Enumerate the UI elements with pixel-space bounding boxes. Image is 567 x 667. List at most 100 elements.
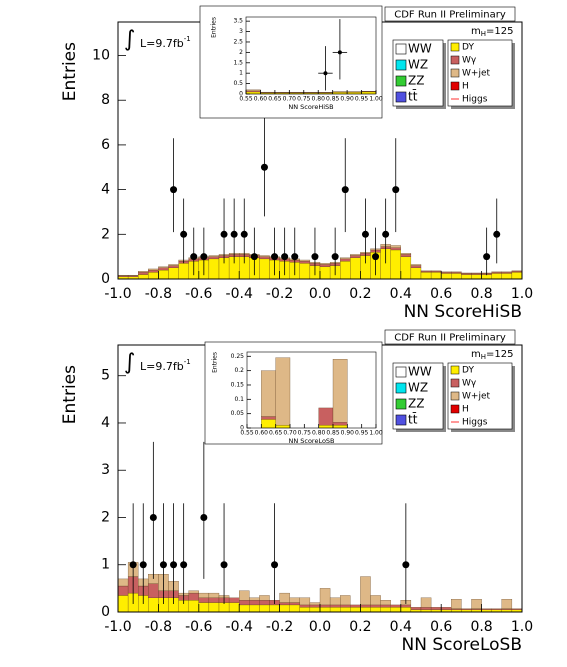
x-tick-label: -0.2 [266, 619, 293, 635]
y-tick-label: 1 [239, 70, 243, 77]
histogram-segment [309, 607, 321, 613]
histogram-segment [420, 597, 432, 608]
histogram-segment [471, 273, 482, 275]
histogram-segment [400, 254, 412, 257]
histogram-segment [261, 419, 276, 429]
histogram-segment [239, 590, 250, 601]
x-tick-label: -0.4 [226, 286, 253, 302]
data-point [220, 561, 228, 569]
x-tick-label: 0.65 [269, 430, 283, 437]
y-tick-label: 0 [101, 271, 110, 287]
x-axis-title: NN ScoreLoSB [288, 437, 334, 445]
histogram-segment [228, 597, 240, 603]
legend-label: WZ [408, 58, 428, 72]
x-tick-label: 1.0 [511, 619, 533, 635]
x-tick-label: 0.60 [254, 96, 268, 103]
y-tick-label: 3.5 [233, 18, 243, 25]
histogram-segment [168, 264, 179, 266]
x-tick-label: 0.55 [239, 96, 253, 103]
x-tick-label: 0.55 [240, 430, 254, 437]
histogram-segment [511, 271, 523, 273]
histogram-segment [420, 272, 432, 280]
data-point [271, 561, 279, 569]
data-point [323, 71, 328, 76]
x-tick-label: 0.60 [255, 430, 269, 437]
histogram-segment [198, 602, 210, 613]
histogram-segment [461, 274, 472, 280]
histogram-segment [340, 258, 351, 262]
x-tick-label: -0.8 [145, 286, 172, 302]
x-tick-label: 1.00 [369, 96, 383, 103]
histogram-segment [208, 592, 220, 598]
histogram-segment [289, 597, 300, 603]
histogram-segment [259, 256, 270, 260]
legend-label: H [462, 405, 469, 415]
inset-background [204, 341, 383, 445]
legend-label: Higgs [462, 418, 488, 428]
x-tick-label: 0.6 [430, 286, 452, 302]
legend-swatch [450, 68, 460, 78]
title: CDF Run II Preliminary [394, 10, 506, 21]
histogram-segment [188, 592, 199, 601]
histogram-segment [370, 595, 381, 606]
histogram-segment [441, 272, 452, 274]
data-point [311, 253, 319, 261]
legend-swatch [450, 378, 460, 388]
histogram-segment [471, 274, 482, 280]
histogram-segment [158, 267, 169, 271]
histogram-segment [491, 608, 502, 610]
histogram-segment [188, 590, 199, 594]
x-tick-label: 0.65 [268, 96, 282, 103]
histogram-segment [340, 257, 351, 260]
histogram-segment [441, 607, 452, 610]
data-point [220, 230, 228, 238]
y-tick-label: 0 [240, 425, 244, 432]
legend-label: WZ [408, 381, 428, 395]
legend-label: Higgs [462, 95, 488, 105]
y-tick-label: 0.15 [231, 381, 245, 388]
y-axis-title: Entries [60, 42, 80, 101]
inset-background [199, 5, 383, 119]
histogram-segment [239, 600, 250, 606]
y-tick-label: 0.25 [231, 353, 245, 360]
y-tick-label: 5 [101, 368, 110, 384]
title-box [384, 6, 516, 22]
histogram-segment [340, 604, 351, 608]
histogram-segment [390, 245, 401, 248]
histogram-segment [329, 597, 341, 606]
y-tick-label: 0 [239, 91, 243, 98]
data-point [341, 186, 349, 194]
histogram-segment [400, 253, 412, 255]
histogram-segment [380, 604, 391, 608]
y-axis-title: Entries [60, 365, 80, 424]
data-point [200, 253, 208, 261]
y-tick-label: 2 [239, 49, 243, 56]
histogram-segment [400, 256, 412, 280]
histogram-segment [491, 272, 502, 274]
histogram-segment [360, 607, 371, 613]
lumi-text: L=9.7fb [140, 37, 184, 50]
histogram-segment [117, 578, 129, 587]
histogram-segment [511, 272, 523, 280]
histogram-segment [471, 599, 482, 609]
histogram-segment [350, 254, 361, 256]
histogram-segment [350, 257, 361, 280]
lumi-sup: -1 [184, 358, 191, 366]
data-point [331, 253, 339, 261]
histogram-segment [410, 267, 422, 280]
x-tick-label: 0.95 [355, 430, 369, 437]
y-tick-label: 3 [101, 462, 110, 478]
histogram-segment [329, 604, 341, 608]
mass-value: =125 [486, 26, 513, 37]
y-tick-label: 1 [101, 557, 110, 573]
histogram-segment [370, 607, 381, 613]
histogram-segment [208, 258, 220, 280]
x-tick-label: 0.85 [326, 430, 340, 437]
histogram-segment [208, 597, 220, 603]
integral: ∫ [124, 27, 135, 52]
histogram-segment [148, 272, 159, 280]
data-point [170, 561, 178, 569]
histogram-segment [420, 607, 432, 610]
y-tick-label: 8 [101, 92, 110, 108]
